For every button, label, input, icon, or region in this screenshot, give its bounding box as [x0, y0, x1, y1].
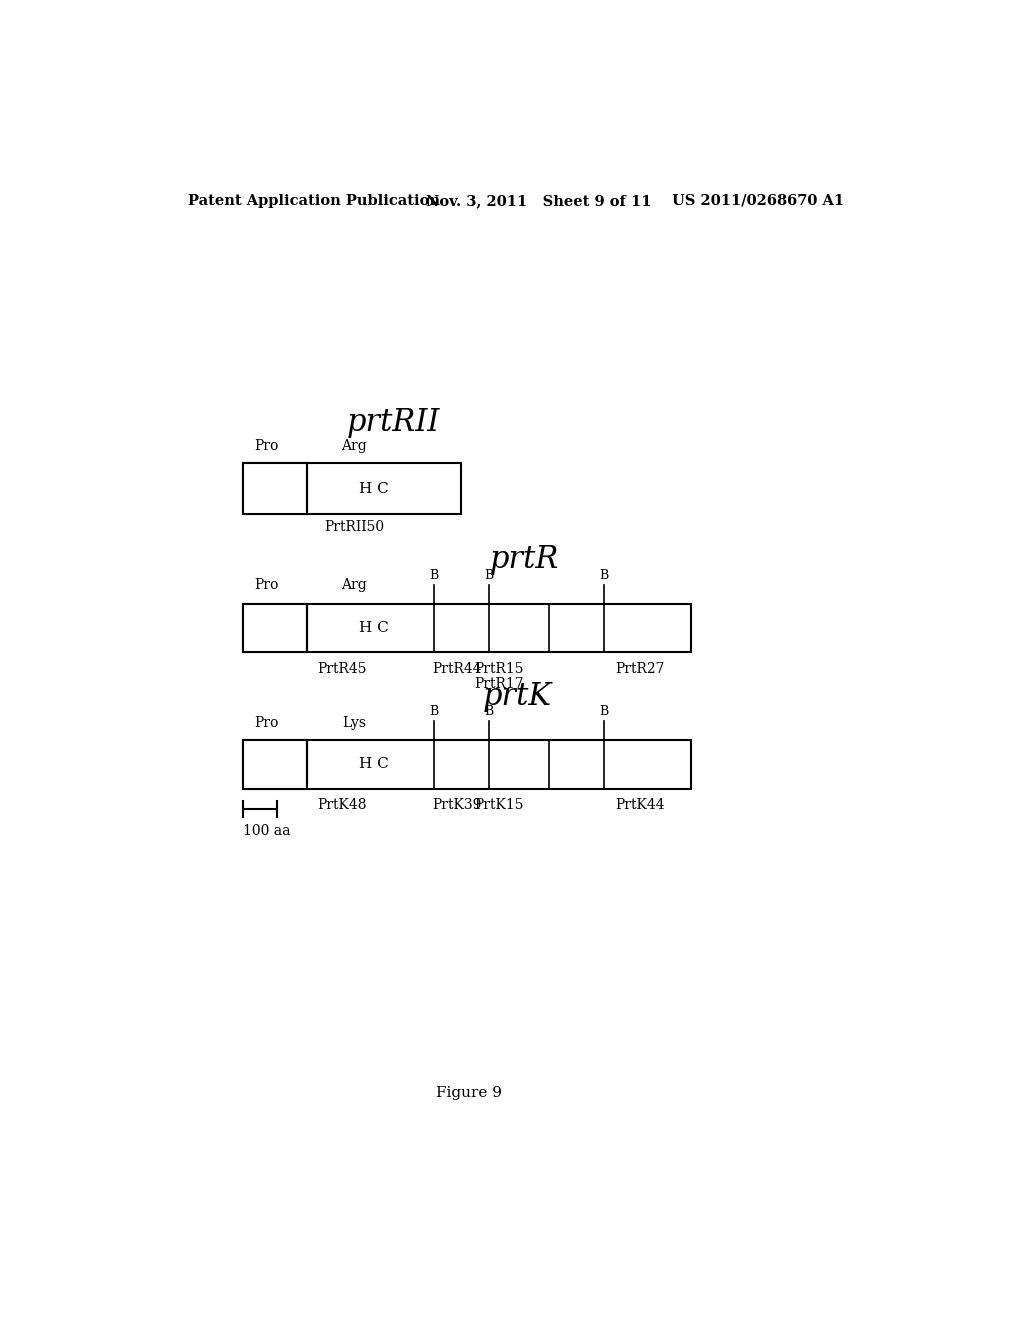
Text: PrtRII50: PrtRII50	[325, 520, 384, 535]
Text: H C: H C	[359, 482, 389, 496]
Text: Arg: Arg	[341, 440, 367, 453]
Bar	[243, 603, 306, 652]
Bar	[243, 463, 461, 515]
Text: B: B	[484, 569, 494, 582]
Text: PrtR44: PrtR44	[432, 661, 482, 676]
Text: B: B	[599, 569, 609, 582]
Text: Figure 9: Figure 9	[436, 1086, 502, 1101]
Text: B: B	[429, 569, 438, 582]
Text: PrtR17: PrtR17	[474, 677, 524, 690]
Text: B: B	[599, 705, 609, 718]
Text: PrtK44: PrtK44	[615, 797, 665, 812]
Text: Lys: Lys	[342, 715, 367, 730]
Bar	[243, 739, 691, 788]
Bar	[243, 739, 306, 788]
Text: PrtR27: PrtR27	[615, 661, 665, 676]
Text: Pro: Pro	[255, 715, 280, 730]
Text: prtR: prtR	[490, 544, 559, 576]
Text: Arg: Arg	[341, 578, 367, 593]
Text: H C: H C	[359, 620, 389, 635]
Text: US 2011/0268670 A1: US 2011/0268670 A1	[672, 194, 844, 209]
Text: prtK: prtK	[482, 681, 552, 713]
Bar	[243, 603, 691, 652]
Text: B: B	[429, 705, 438, 718]
Bar	[243, 463, 306, 515]
Text: PrtK15: PrtK15	[475, 797, 524, 812]
Text: Nov. 3, 2011   Sheet 9 of 11: Nov. 3, 2011 Sheet 9 of 11	[426, 194, 651, 209]
Text: 100 aa: 100 aa	[243, 824, 291, 838]
Text: Pro: Pro	[255, 440, 280, 453]
Text: PrtR15: PrtR15	[475, 661, 524, 676]
Text: PrtK39: PrtK39	[433, 797, 482, 812]
Text: Pro: Pro	[255, 578, 280, 593]
Text: Patent Application Publication: Patent Application Publication	[187, 194, 439, 209]
Text: PrtR45: PrtR45	[317, 661, 367, 676]
Text: PrtK48: PrtK48	[317, 797, 367, 812]
Text: H C: H C	[359, 758, 389, 771]
Text: prtRII: prtRII	[347, 407, 440, 438]
Text: B: B	[484, 705, 494, 718]
